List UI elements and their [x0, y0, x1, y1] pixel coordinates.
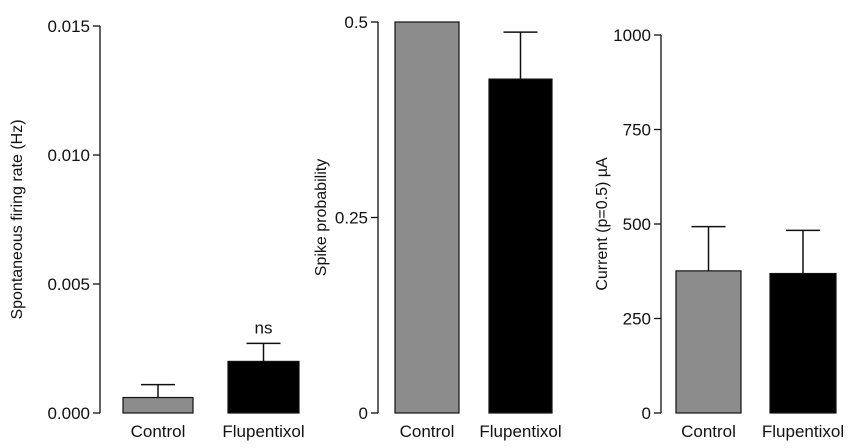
chart-1-y-tick-label: 0.010	[47, 146, 90, 165]
chart-1-bar-control	[122, 396, 194, 414]
chart-2-bar-control	[394, 21, 460, 414]
chart-3-bar-control	[675, 270, 742, 414]
chart-3-y-tick-label: 750	[623, 121, 651, 140]
chart-1-category-label: Control	[131, 422, 186, 441]
chart-1-bar-flupentixol	[227, 360, 300, 414]
chart-1-y-tick-label: 0.015	[47, 17, 90, 36]
chart-1-category-label: Flupentixol	[222, 422, 304, 441]
chart-2-y-axis-title: Spike probability	[313, 159, 330, 276]
chart-1-significance-label: ns	[255, 318, 273, 337]
chart-3-y-tick-label: 250	[623, 310, 651, 329]
chart-3-category-label: Control	[681, 422, 736, 441]
chart-2-bar-flupentixol	[488, 78, 553, 414]
chart-3-y-tick-label: 500	[623, 215, 651, 234]
chart-2-y-tick-label: 0.25	[335, 209, 368, 228]
chart-2-y-tick-label: 0.5	[344, 13, 368, 32]
chart-3-y-tick-label: 0	[642, 404, 651, 423]
chart-2-category-label: Flupentixol	[479, 422, 561, 441]
chart-3-category-label: Flupentixol	[762, 422, 844, 441]
chart-3-bar-flupentixol	[769, 272, 837, 414]
chart-3-y-axis-title: Current (p=0.5) µA	[594, 157, 611, 291]
chart-1-y-axis-title: Spontaneous firing rate (Hz)	[9, 119, 26, 319]
chart-1-y-tick-label: 0.000	[47, 404, 90, 423]
chart-2-y-tick-label: 0	[359, 404, 368, 423]
chart-3-y-tick-label: 1000	[613, 26, 651, 45]
chart-1-y-tick-label: 0.005	[47, 275, 90, 294]
chart-2-category-label: Control	[400, 422, 455, 441]
